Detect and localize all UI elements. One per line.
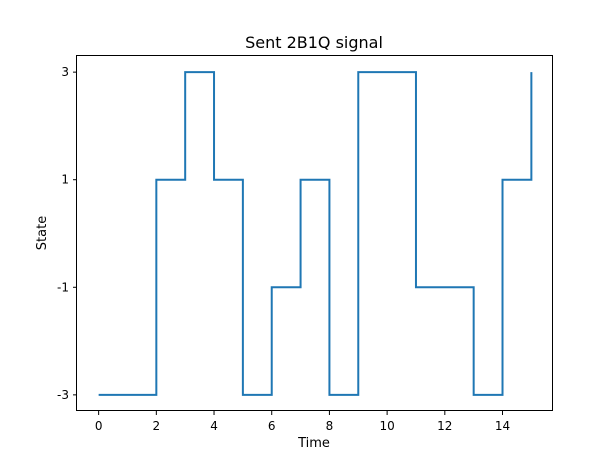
y-tick-label: 3 — [61, 65, 69, 79]
y-tick-label: -3 — [57, 388, 69, 402]
x-tick-label: 12 — [437, 419, 452, 433]
plot-frame — [76, 55, 553, 411]
x-tick-label: 2 — [153, 419, 161, 433]
x-axis-label: Time — [297, 436, 330, 451]
plot-area — [98, 71, 533, 396]
x-tick-label: 6 — [268, 419, 276, 433]
y-axis: -3 -1 1 3 — [57, 65, 77, 402]
series-line — [98, 71, 533, 396]
y-tick-label: 1 — [61, 173, 69, 187]
x-axis: 0 2 4 6 8 10 12 14 — [95, 411, 510, 433]
x-tick-label: 14 — [495, 419, 510, 433]
chart-title: Sent 2B1Q signal — [245, 33, 383, 52]
x-tick-label: 0 — [95, 419, 103, 433]
x-tick-label: 10 — [379, 419, 394, 433]
y-axis-label: State — [35, 216, 50, 250]
x-tick-label: 8 — [326, 419, 334, 433]
y-tick-label: -1 — [57, 280, 69, 294]
x-tick-label: 4 — [210, 419, 218, 433]
